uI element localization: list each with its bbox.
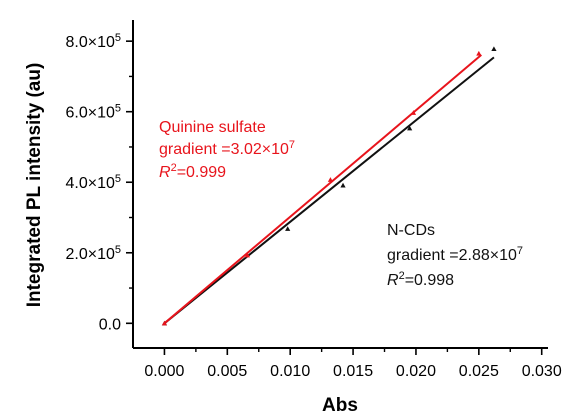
data-point [491, 46, 497, 52]
quinine-gradient: gradient =3.02×107 [159, 139, 295, 158]
data-points [161, 46, 497, 326]
y-tick-label: 6.0×105 [65, 103, 121, 122]
y-tick-label: 8.0×105 [65, 32, 121, 51]
axis-ticks [126, 40, 543, 355]
data-point [285, 226, 291, 231]
x-tick-label: 0.015 [333, 363, 373, 380]
quinine-r-squared: R2=0.999 [159, 162, 226, 181]
y-axis-label: Integrated PL intensity (au) [24, 63, 45, 308]
fit-lines [163, 54, 495, 325]
x-tick-label: 0.025 [459, 363, 499, 380]
x-tick-label: 0.030 [522, 363, 562, 380]
data-point [476, 50, 482, 56]
x-tick-label: 0.000 [144, 363, 184, 380]
x-tick-label: 0.010 [270, 363, 310, 380]
ncds-annotation: N-CDs gradient =2.88×107 R2=0.998 [387, 222, 523, 289]
fit-line [163, 56, 495, 325]
ncds-r-squared: R2=0.998 [387, 270, 454, 289]
data-point [407, 125, 413, 131]
data-point [327, 177, 334, 182]
x-tick-labels: 0.000 0.005 0.010 0.015 0.020 0.025 0.030 [144, 363, 561, 380]
y-tick-label: 4.0×105 [65, 173, 121, 192]
x-axis-label: Abs [322, 395, 358, 415]
x-tick-label: 0.005 [207, 363, 247, 380]
quinine-annotation: Quinine sulfate gradient =3.02×107 R2=0.… [159, 119, 295, 181]
quinine-series-label: Quinine sulfate [159, 119, 266, 136]
y-tick-label: 2.0×105 [65, 244, 121, 263]
y-tick-labels: 0.0 2.0×105 4.0×105 6.0×105 8.0×105 [65, 32, 121, 333]
x-tick-label: 0.020 [396, 363, 436, 380]
fit-line [163, 54, 482, 325]
data-point [340, 182, 346, 188]
y-tick-label: 0.0 [99, 316, 121, 333]
ncds-gradient: gradient =2.88×107 [387, 245, 523, 264]
ncds-series-label: N-CDs [387, 222, 435, 239]
data-point [161, 320, 168, 326]
data-point [410, 110, 417, 115]
data-point [244, 252, 251, 258]
